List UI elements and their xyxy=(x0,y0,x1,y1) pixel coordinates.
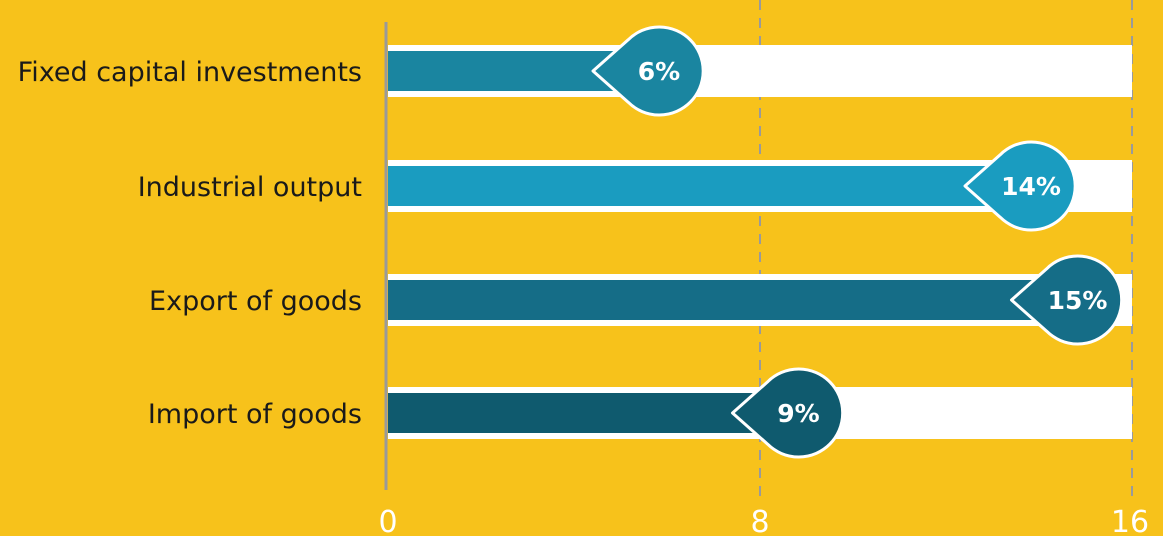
value-label: 9% xyxy=(777,399,819,428)
value-label: 6% xyxy=(638,57,680,86)
bar xyxy=(388,280,1086,320)
x-tick-label: 8 xyxy=(750,505,769,536)
x-tick-labels: 0 8 16 xyxy=(378,505,1149,536)
category-labels: Fixed capital investments Industrial out… xyxy=(18,57,362,430)
value-badge xyxy=(731,367,845,459)
value-label: 14% xyxy=(1001,172,1061,201)
value-label: 15% xyxy=(1048,286,1108,315)
category-label: Export of goods xyxy=(149,286,362,317)
bars xyxy=(388,51,1086,433)
value-labels: 6% 14% 15% 9% xyxy=(638,57,1108,428)
value-badge-shape xyxy=(591,25,705,117)
value-badge-shape xyxy=(963,140,1077,232)
x-tick-label: 16 xyxy=(1111,505,1149,536)
category-label: Industrial output xyxy=(138,172,362,203)
x-tick-label: 0 xyxy=(378,505,397,536)
value-badges xyxy=(591,25,1124,459)
value-badge-shape xyxy=(1010,254,1124,346)
value-badge xyxy=(1010,254,1124,346)
value-badge xyxy=(591,25,705,117)
value-badge xyxy=(963,140,1077,232)
category-label: Fixed capital investments xyxy=(18,57,362,88)
category-label: Import of goods xyxy=(148,399,362,430)
value-badge-shape xyxy=(731,367,845,459)
bar xyxy=(388,166,1039,206)
